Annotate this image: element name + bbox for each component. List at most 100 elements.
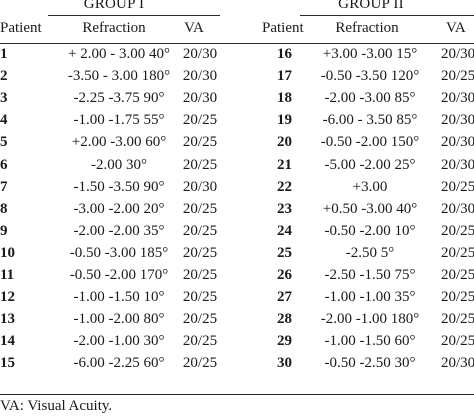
table-row: 14 -2.00 -1.00 30° 20/25 29 -1.00 -1.50 60° 2… (0, 333, 474, 355)
va-value: 20/25 (182, 156, 218, 173)
refraction-value: -1.00 -1.00 35° (324, 289, 416, 306)
patient-number: 22 (277, 178, 292, 195)
va-value: 20/25 (441, 311, 474, 328)
patient-number: 3 (0, 90, 8, 107)
patient-number: 18 (277, 90, 292, 107)
refraction-value: -2.00 -3.00 85° (324, 90, 416, 107)
refraction-value: -1.50 -3.50 90° (73, 178, 165, 195)
va-value: 20/30 (441, 200, 474, 217)
table-row: 9 -2.00 -2.00 35° 20/25 24 -0.50 -2.00 10° 20… (0, 223, 474, 245)
header-patient: Patient (0, 20, 42, 36)
refraction-value: -2.50 5° (345, 244, 395, 261)
table-row: 12 -1.00 -1.50 10° 20/25 27 -1.00 -1.00 35° 2… (0, 289, 474, 311)
table-row: 7 -1.50 -3.50 90° 20/30 22 +3.00 20/25 (0, 179, 474, 201)
refraction-value: -1.00 -1.50 60° (324, 333, 416, 350)
patient-number: 14 (0, 333, 15, 350)
patient-number: 24 (277, 222, 292, 239)
patient-number: 23 (277, 200, 292, 217)
refraction-value: -0.50 -2.00 150° (320, 134, 420, 151)
va-value: 20/30 (441, 156, 474, 173)
patient-number: 9 (0, 222, 8, 239)
patient-number: 15 (0, 355, 15, 372)
va-value: 20/25 (441, 68, 474, 85)
refraction-value: -2.00 30° (91, 156, 147, 173)
refraction-value: -2.00 -2.00 35° (73, 222, 165, 239)
va-value: 20/25 (182, 267, 218, 283)
refraction-value: -0.50 -2.00 170° (69, 267, 169, 283)
footnote: VA: Visual Acuity. (0, 398, 113, 414)
header-va-2: VA (446, 20, 466, 36)
refraction-value: -0.50 -3.00 185° (69, 244, 169, 261)
bottom-rule (0, 394, 474, 395)
patient-number: 4 (0, 112, 8, 129)
va-value: 20/30 (182, 68, 218, 85)
patient-number: 27 (277, 289, 292, 306)
refraction-value: -2.25 -3.75 90° (73, 90, 165, 107)
refraction-value: +3.00 (352, 178, 388, 195)
patient-number: 17 (277, 68, 292, 85)
refraction-value: -2.50 -1.50 75° (324, 267, 416, 283)
va-value: 20/30 (441, 355, 474, 372)
patient-number: 26 (277, 267, 292, 283)
refraction-value: -1.00 -1.50 10° (73, 289, 165, 306)
group-ii-rule (300, 15, 474, 16)
patient-number: 13 (0, 311, 15, 328)
refraction-value: -0.50 -3.50 120° (320, 68, 420, 85)
va-value: 20/25 (182, 222, 218, 239)
refraction-value: -2.00 -1.00 180° (320, 311, 420, 328)
patient-number: 2 (0, 68, 8, 85)
column-header-row: Patient Refraction VA Patient Refraction… (0, 20, 474, 40)
table-row: 1 + 2.00 - 3.00 40° 20/30 16 +3.00 -3.00 15°… (0, 46, 474, 68)
va-value: 20/25 (182, 333, 218, 350)
va-value: 20/25 (441, 244, 474, 261)
va-value: 20/30 (182, 90, 218, 107)
table-row: 6 -2.00 30° 20/25 21 -5.00 -2.00 25° 20/30 (0, 157, 474, 179)
patient-number: 5 (0, 134, 8, 151)
va-value: 20/30 (441, 46, 474, 62)
va-value: 20/25 (182, 355, 218, 372)
table-row: 8 -3.00 -2.00 20° 20/25 23 +0.50 -3.00 40° 20… (0, 201, 474, 223)
patient-number: 25 (277, 244, 292, 261)
refraction-value: -1.00 -2.00 80° (73, 311, 165, 328)
refraction-value: -5.00 -2.00 25° (324, 156, 416, 173)
table-row: 15 -6.00 -2.25 60° 20/25 30 -0.50 -2.50 30° 2… (0, 355, 474, 377)
refraction-value: -1.00 -1.75 55° (73, 112, 165, 129)
va-value: 20/30 (182, 178, 218, 195)
va-value: 20/25 (182, 244, 218, 261)
patient-number: 8 (0, 200, 8, 217)
header-refraction-2: Refraction (335, 20, 399, 36)
va-value: 20/25 (441, 267, 474, 283)
patient-number: 12 (0, 289, 15, 306)
header-refraction: Refraction (82, 20, 146, 36)
va-value: 20/25 (441, 333, 474, 350)
refraction-value: -3.50 - 3.00 180° (67, 68, 171, 85)
refraction-value: + 2.00 - 3.00 40° (68, 46, 170, 62)
refraction-value: -3.00 -2.00 20° (73, 200, 165, 217)
va-value: 20/25 (182, 112, 218, 129)
patient-number: 21 (277, 156, 292, 173)
va-value: 20/25 (182, 289, 218, 306)
patient-number: 29 (277, 333, 292, 350)
va-value: 20/25 (441, 178, 474, 195)
group-i-title: GROUP I (83, 0, 145, 12)
va-value: 20/25 (182, 200, 218, 217)
refraction-value: -0.50 -2.50 30° (324, 355, 416, 372)
header-patient-2: Patient (262, 20, 304, 36)
refraction-value: -6.00 -2.25 60° (73, 355, 165, 372)
table-row: 2 -3.50 - 3.00 180° 20/30 17 -0.50 -3.50 120… (0, 68, 474, 90)
table-row: 5 +2.00 -3.00 60° 20/25 20 -0.50 -2.00 150° 2… (0, 134, 474, 156)
va-value: 20/30 (441, 134, 474, 151)
va-value: 20/30 (441, 112, 474, 129)
va-value: 20/25 (441, 222, 474, 239)
table-row: 11 -0.50 -2.00 170° 20/25 26 -2.50 -1.50 75°… (0, 267, 474, 289)
patient-number: 11 (0, 267, 15, 283)
patient-number: 20 (277, 134, 292, 151)
table-row: 13 -1.00 -2.00 80° 20/25 28 -2.00 -1.00 180°… (0, 311, 474, 333)
va-value: 20/25 (182, 134, 218, 151)
patient-number: 6 (0, 156, 8, 173)
refraction-value: -0.50 -2.00 10° (324, 222, 416, 239)
va-value: 20/25 (182, 311, 218, 328)
patient-number: 7 (0, 178, 8, 195)
header-va: VA (184, 20, 204, 36)
